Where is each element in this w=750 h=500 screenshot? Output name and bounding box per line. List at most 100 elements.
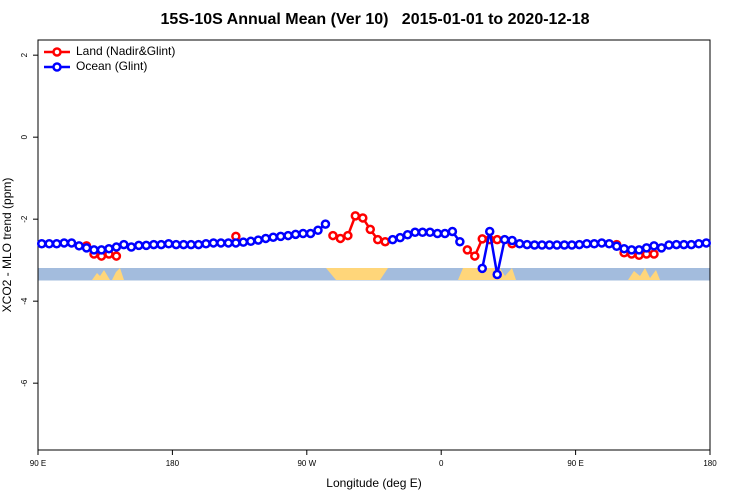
data-point (186, 239, 196, 250)
data-point (671, 239, 682, 250)
data-point (104, 243, 114, 254)
data-point (649, 241, 659, 251)
data-point (201, 239, 211, 249)
series (81, 211, 659, 261)
data-point (320, 219, 331, 229)
legend-label: Land (Nadir&Glint) (76, 44, 175, 58)
data-point (66, 238, 77, 248)
data-point (567, 240, 577, 250)
data-point (51, 239, 62, 249)
data-point (163, 239, 174, 249)
data-point (372, 234, 383, 245)
data-point (694, 239, 704, 249)
data-point (156, 239, 166, 250)
x-axis-label: Longitude (deg E) (326, 476, 421, 490)
x-tick-label: 0 (439, 459, 444, 468)
data-point (283, 230, 293, 241)
data-point (298, 228, 308, 239)
data-point (89, 245, 99, 255)
data-point (395, 232, 405, 243)
data-point (111, 242, 122, 252)
data-point (686, 239, 697, 250)
data-point (514, 239, 525, 249)
data-point (290, 229, 301, 240)
data-point (462, 245, 473, 255)
data-point (111, 251, 122, 261)
data-point (544, 240, 555, 250)
data-point (492, 269, 502, 280)
data-point (611, 241, 622, 251)
y-axis-label: XCO2 - MLO trend (ppm) (0, 178, 14, 313)
data-point (410, 227, 420, 238)
data-point (626, 245, 637, 255)
data-point (432, 228, 443, 239)
data-point (380, 236, 390, 247)
data-point (492, 234, 502, 245)
data-point (350, 211, 361, 221)
data-point (649, 249, 659, 259)
data-point (126, 242, 137, 252)
data-point (223, 238, 234, 248)
data-point (96, 245, 107, 255)
y-tick-label: -6 (20, 379, 29, 387)
data-point (664, 240, 674, 250)
data-point (36, 239, 47, 249)
data-point (268, 232, 278, 242)
data-point (529, 240, 540, 250)
data-point (328, 230, 338, 241)
data-point (656, 243, 667, 253)
data-point (477, 234, 488, 244)
y-tick-label: 2 (20, 52, 29, 57)
data-point (365, 224, 376, 235)
data-point (134, 240, 144, 251)
data-point (522, 239, 532, 250)
data-point (499, 234, 510, 245)
land-shape (326, 268, 388, 280)
data-point (619, 243, 629, 254)
data-point (484, 226, 495, 237)
data-point (81, 243, 92, 253)
data-point (119, 239, 129, 250)
data-point (358, 213, 368, 223)
chart-title: 15S-10S Annual Mean (Ver 10) 2015-01-01 … (161, 11, 590, 28)
data-point (148, 239, 159, 250)
data-point (335, 233, 346, 244)
data-point (641, 243, 652, 253)
data-point (455, 236, 465, 247)
data-point (552, 240, 562, 250)
data-point (260, 233, 271, 244)
land-mask (38, 268, 710, 281)
data-point (171, 239, 181, 250)
data-point (44, 239, 54, 249)
data-point (253, 235, 264, 245)
y-tick-label: -2 (20, 215, 29, 223)
data-point (141, 240, 152, 251)
data-point (425, 227, 435, 238)
data-point (231, 238, 241, 248)
data-point (589, 239, 600, 249)
land-shape (458, 268, 516, 280)
legend-marker (52, 47, 62, 57)
x-tick-label: 90 E (567, 459, 583, 468)
x-tick-label: 90 E (30, 459, 46, 468)
data-point (537, 240, 547, 250)
data-point (193, 239, 204, 250)
data-point (59, 238, 69, 248)
data-point (74, 241, 84, 251)
data-point (305, 228, 316, 239)
data-point (440, 228, 450, 239)
data-point (402, 230, 413, 240)
x-tick-label: 90 W (297, 459, 316, 468)
data-point (634, 245, 644, 255)
data-point (701, 238, 712, 248)
data-point (275, 231, 286, 242)
data-point (178, 239, 189, 250)
data-point (596, 238, 607, 248)
data-point (343, 230, 353, 241)
data-point (477, 263, 488, 274)
data-point (604, 239, 614, 249)
data-point (313, 225, 323, 235)
data-point (679, 239, 689, 250)
data-point (574, 239, 585, 250)
data-point (447, 226, 458, 237)
